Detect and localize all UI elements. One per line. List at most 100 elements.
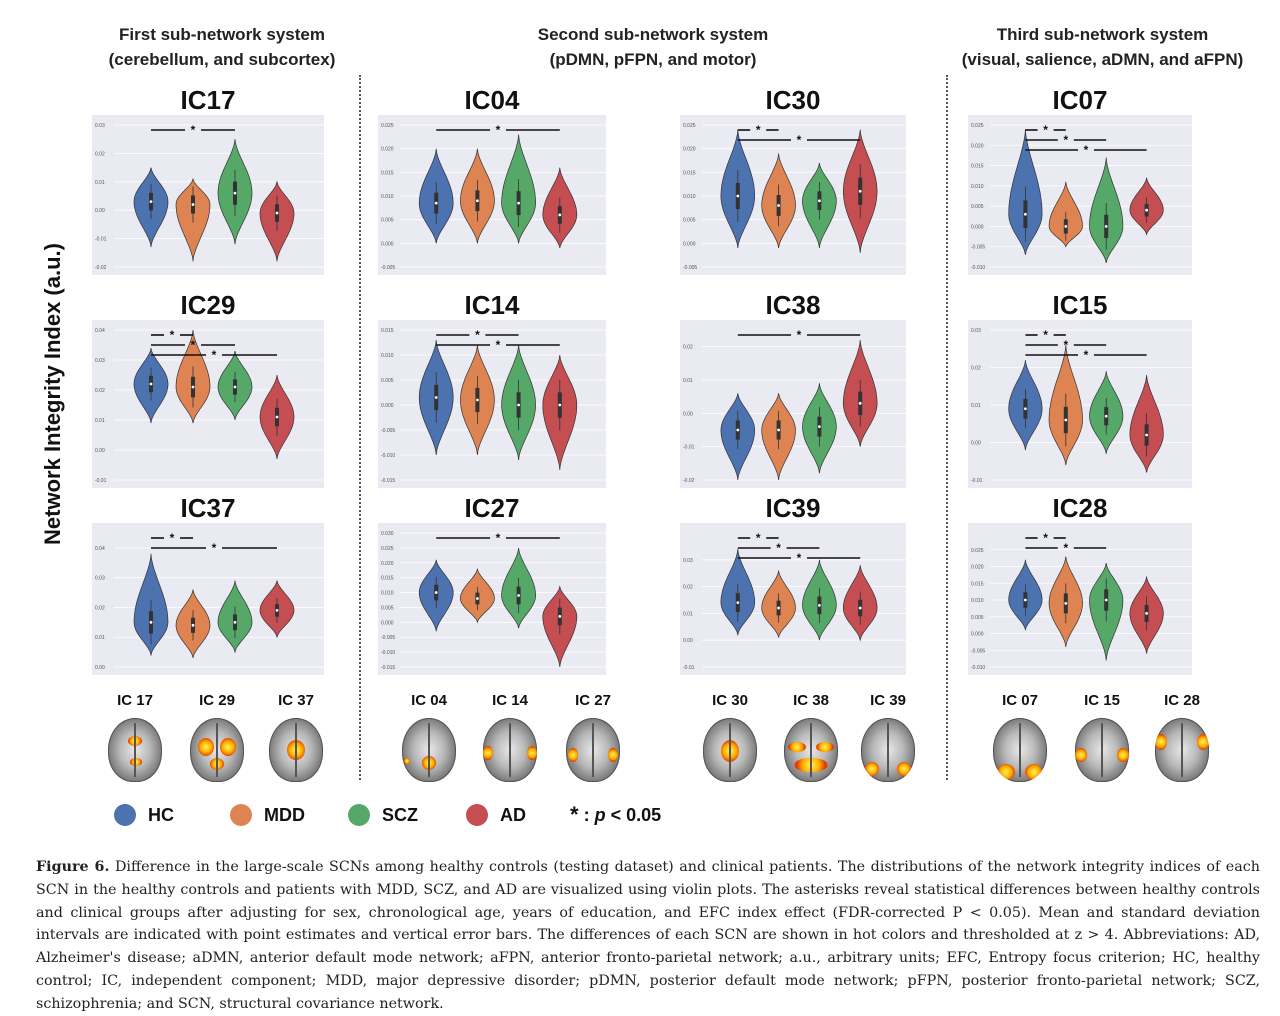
activation-blob: [997, 764, 1015, 780]
activation-blob: [897, 762, 911, 776]
activation-blob: [422, 756, 436, 770]
legend-sig-p: p: [594, 804, 606, 825]
y-tick-label: 0.00: [95, 208, 105, 214]
violin-median: [149, 200, 153, 204]
violin-panel-ic30: IC30 0.025 0.020 0.015 0.010 0.005 0.000 -0.005…: [680, 85, 906, 275]
legend-sig-colon: :: [578, 804, 595, 825]
activation-blob: [220, 738, 236, 756]
legend-label: MDD: [264, 804, 305, 825]
y-tick-label: 0.00: [971, 441, 981, 447]
y-tick-label: 0.04: [95, 546, 105, 552]
brain-axial-cerebellum-icon: [108, 718, 162, 782]
violin-median: [777, 204, 780, 207]
significance-star: *: [191, 123, 196, 137]
y-tick-label: -0.005: [971, 245, 985, 251]
y-tick-label: -0.005: [683, 265, 697, 271]
activation-blob: [788, 742, 806, 752]
brain-label: IC 27: [575, 692, 611, 709]
y-tick-label: 0.025: [381, 546, 394, 552]
violin-median: [149, 382, 153, 386]
violin-median: [818, 199, 821, 203]
violin-median: [1104, 598, 1108, 602]
brain-axial-visual-icon: [993, 718, 1047, 782]
brain-label: IC 07: [1002, 692, 1038, 709]
violin-plot: 0.015 0.010 0.005 0.000 -0.005 -0.010 -0.015 * *: [378, 320, 606, 488]
group-separator: [359, 75, 361, 780]
violin-median: [736, 194, 740, 198]
violin-panel-ic17: IC17 0.03 0.02 0.01 0.00 -0.01 -0.02 *: [92, 85, 324, 275]
violin-median: [858, 401, 862, 405]
brain-label: IC 04: [411, 692, 447, 709]
significance-star: *: [797, 328, 802, 342]
y-tick-label: 0.00: [95, 448, 105, 454]
y-axis-label: Network Integrity Index (a.u.): [40, 243, 65, 545]
violin-plot: 0.025 0.020 0.015 0.010 0.005 0.000 -0.005 * *: [680, 115, 906, 275]
legend-label: HC: [148, 804, 174, 825]
y-tick-label: -0.010: [381, 650, 395, 656]
legend-scz: SCZ: [348, 800, 418, 830]
group-separator: [946, 75, 948, 780]
brain-label: IC 37: [278, 692, 314, 709]
violin-median: [434, 396, 438, 399]
activation-blob: [1025, 764, 1043, 780]
violin-median: [191, 623, 195, 627]
panel-title: IC29: [180, 290, 236, 320]
panel-title: IC27: [464, 493, 520, 523]
violin-plot: 0.03 0.02 0.01 0.00 -0.01 * * *: [680, 523, 906, 675]
brain-label: IC 38: [793, 692, 829, 709]
panel-title: IC38: [765, 290, 821, 320]
panel-title: IC17: [180, 85, 236, 115]
violin-median: [476, 597, 479, 600]
violin-median: [736, 428, 740, 432]
y-tick-label: 0.01: [971, 403, 981, 409]
y-tick-label: 0.000: [971, 224, 984, 230]
activation-blob: [721, 740, 739, 762]
y-tick-label: 0.015: [971, 164, 984, 170]
significance-star: *: [756, 531, 761, 545]
violin-median: [1024, 407, 1027, 411]
y-tick-label: 0.005: [381, 605, 394, 611]
violin-median: [858, 189, 862, 193]
violin-median: [434, 591, 438, 594]
significance-star: *: [191, 338, 196, 352]
group-title-first: First sub-network system (cerebellum, an…: [62, 22, 382, 72]
violin-median: [434, 201, 438, 205]
brain-axial-pdmn-icon: [402, 718, 456, 782]
group-title-line2: (visual, salience, aDMN, and aFPN): [961, 50, 1244, 69]
brain-axial-motor-icon: [703, 718, 757, 782]
brain-axial-visual-icon: [861, 718, 915, 782]
y-tick-label: -0.02: [95, 265, 107, 271]
y-tick-label: 0.030: [381, 531, 394, 537]
y-tick-label: 0.03: [95, 358, 105, 364]
violin-panel-ic04: IC04 0.025 0.020 0.015 0.010 0.005 0.000 -0.005…: [378, 85, 606, 275]
violin-median: [818, 603, 821, 607]
violin-median: [233, 385, 237, 389]
significance-star: *: [797, 551, 802, 565]
y-tick-label: 0.00: [683, 638, 693, 644]
brain-label: IC 39: [870, 692, 906, 709]
y-tick-label: 0.02: [95, 605, 105, 611]
y-tick-label: -0.01: [95, 237, 107, 243]
violin-plot: 0.025 0.020 0.015 0.010 0.005 0.000 -0.005 *: [378, 115, 606, 275]
activation-blob: [568, 748, 578, 762]
brain-axial-salience-icon: [1075, 718, 1129, 782]
caption-lead: Figure 6.: [36, 859, 110, 875]
y-tick-label: 0.015: [381, 576, 394, 582]
violin-median: [275, 415, 279, 419]
significance-star: *: [170, 328, 175, 342]
y-tick-label: 0.00: [95, 665, 105, 671]
panel-title: IC14: [464, 290, 520, 320]
y-tick-label: 0.025: [971, 123, 984, 129]
significance-star: *: [1063, 133, 1068, 147]
y-tick-label: 0.005: [971, 615, 984, 621]
violin-panel-ic15: IC15 0.03 0.02 0.01 0.00 -0.01 * * *: [968, 290, 1192, 488]
violin-median: [476, 398, 479, 402]
group-title-line2: (pDMN, pFPN, and motor): [549, 50, 757, 69]
activation-blob: [794, 758, 828, 772]
legend-sig-rest: < 0.05: [605, 804, 662, 825]
y-tick-label: 0.025: [971, 548, 984, 554]
legend-hc: HC: [114, 800, 174, 830]
violin-panel-ic07: IC07 0.025 0.020 0.015 0.010 0.005 0.000 -0.005…: [968, 85, 1192, 275]
violin-median: [777, 428, 780, 432]
y-tick-label: 0.01: [683, 611, 693, 617]
